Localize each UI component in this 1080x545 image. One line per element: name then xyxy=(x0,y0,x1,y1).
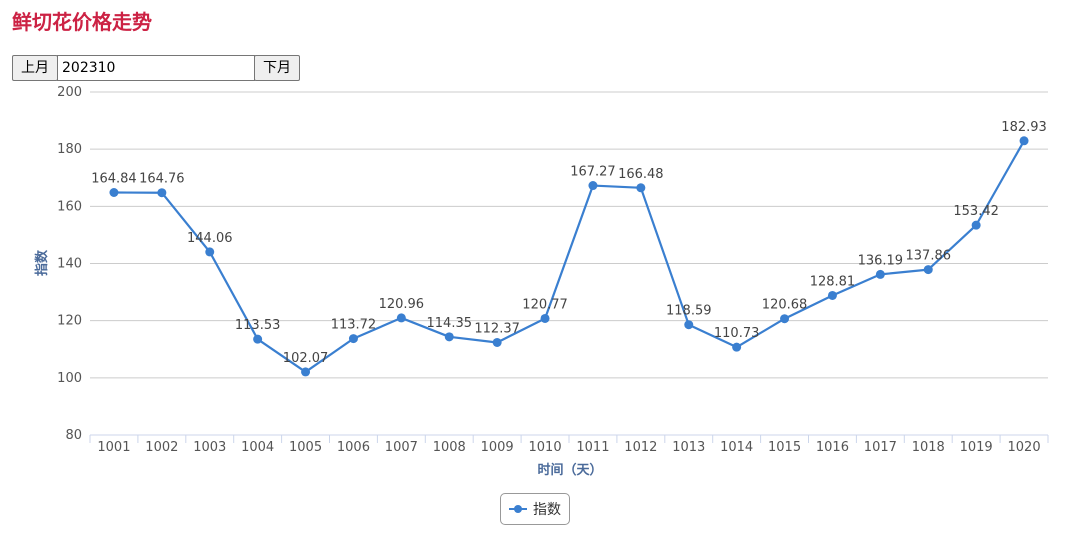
data-point[interactable] xyxy=(1019,136,1029,146)
data-point[interactable] xyxy=(253,334,263,344)
x-tick-label: 1005 xyxy=(289,440,322,455)
x-axis-title: 时间（天） xyxy=(537,462,602,478)
data-point[interactable] xyxy=(971,220,981,230)
y-tick-label: 200 xyxy=(57,85,82,100)
x-tick-label: 1003 xyxy=(193,440,226,455)
data-label: 112.37 xyxy=(474,321,520,336)
x-tick-label: 1002 xyxy=(145,440,178,455)
data-label: 102.07 xyxy=(283,351,329,366)
data-point[interactable] xyxy=(875,269,885,279)
data-point[interactable] xyxy=(348,334,358,344)
y-tick-label: 100 xyxy=(57,371,82,386)
next-month-button[interactable]: 下月 xyxy=(254,55,300,81)
data-label: 164.84 xyxy=(91,171,137,186)
page-title: 鲜切花价格走势 xyxy=(12,10,152,34)
x-tick-label: 1018 xyxy=(912,440,945,455)
data-point[interactable] xyxy=(636,183,646,193)
data-point[interactable] xyxy=(109,187,119,197)
month-input[interactable] xyxy=(57,55,255,81)
x-tick-label: 1012 xyxy=(624,440,657,455)
x-tick-label: 1008 xyxy=(433,440,466,455)
x-tick-label: 1011 xyxy=(576,440,609,455)
y-tick-label: 80 xyxy=(65,428,82,443)
x-tick-label: 1006 xyxy=(337,440,370,455)
data-point[interactable] xyxy=(396,313,406,323)
data-point[interactable] xyxy=(444,332,454,342)
y-tick-label: 140 xyxy=(57,257,82,272)
y-axis-title: 指数 xyxy=(34,249,50,276)
x-tick-label: 1015 xyxy=(768,440,801,455)
prev-month-button[interactable]: 上月 xyxy=(12,55,58,81)
x-tick-label: 1017 xyxy=(864,440,897,455)
x-tick-label: 1009 xyxy=(481,440,514,455)
data-point[interactable] xyxy=(827,290,837,300)
data-label: 113.72 xyxy=(331,318,377,333)
line-dot-marker-icon xyxy=(509,504,527,514)
y-tick-label: 180 xyxy=(57,142,82,157)
data-point[interactable] xyxy=(540,313,550,323)
data-label: 120.68 xyxy=(762,298,808,313)
legend-label: 指数 xyxy=(533,502,561,518)
series-line xyxy=(113,140,1026,374)
x-tick-label: 1020 xyxy=(1008,440,1041,455)
data-point[interactable] xyxy=(780,314,790,324)
data-label: 114.35 xyxy=(427,316,473,331)
data-point[interactable] xyxy=(205,247,215,257)
x-tick-label: 1007 xyxy=(385,440,418,455)
y-tick-label: 160 xyxy=(57,199,82,214)
data-label: 164.76 xyxy=(139,172,185,187)
month-controls: 上月 下月 xyxy=(12,55,300,81)
data-point[interactable] xyxy=(923,265,933,275)
data-point[interactable] xyxy=(732,342,742,352)
data-label: 120.96 xyxy=(379,297,425,312)
data-label: 166.48 xyxy=(618,167,664,182)
legend-item[interactable]: 指数 xyxy=(500,493,570,525)
x-tick-label: 1004 xyxy=(241,440,274,455)
data-label: 113.53 xyxy=(235,318,281,333)
x-tick-label: 1013 xyxy=(672,440,705,455)
data-label: 120.77 xyxy=(522,297,568,312)
x-tick-label: 1016 xyxy=(816,440,849,455)
data-point[interactable] xyxy=(684,320,694,330)
data-point[interactable] xyxy=(492,337,502,347)
data-label: 153.42 xyxy=(953,204,999,219)
data-label: 137.86 xyxy=(906,249,952,264)
data-label: 182.93 xyxy=(1001,120,1047,135)
x-tick-label: 1019 xyxy=(960,440,993,455)
data-label: 144.06 xyxy=(187,231,233,246)
data-point[interactable] xyxy=(301,367,311,377)
data-point[interactable] xyxy=(588,181,598,191)
data-point[interactable] xyxy=(157,188,167,198)
y-tick-label: 120 xyxy=(57,314,82,329)
data-label: 118.59 xyxy=(666,304,712,319)
data-label: 136.19 xyxy=(858,253,904,268)
x-tick-label: 1001 xyxy=(97,440,130,455)
x-tick-label: 1010 xyxy=(529,440,562,455)
data-label: 110.73 xyxy=(714,326,760,341)
data-label: 128.81 xyxy=(810,274,856,289)
x-tick-label: 1014 xyxy=(720,440,753,455)
data-label: 167.27 xyxy=(570,165,616,180)
